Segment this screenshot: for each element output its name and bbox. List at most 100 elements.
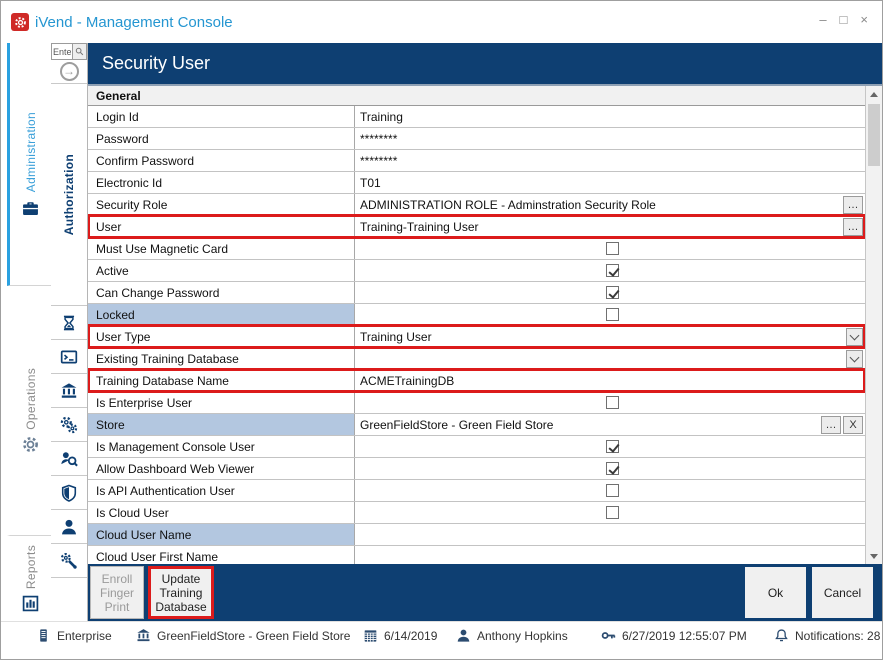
scrollbar-track[interactable] xyxy=(866,102,882,548)
terminal-icon xyxy=(60,348,78,366)
form-panel: Security User General Login Id Training Pa… xyxy=(88,43,882,621)
must-use-magnetic-card-field[interactable] xyxy=(355,238,865,259)
field-value: T01 xyxy=(360,175,381,190)
form-row-is-enterprise-user: Is Enterprise User xyxy=(88,392,865,414)
login-id-field[interactable]: Training xyxy=(355,106,865,127)
store-icon xyxy=(136,628,151,643)
key-icon xyxy=(601,628,616,643)
scrollbar-thumb[interactable] xyxy=(868,104,880,166)
nav-item-audit[interactable] xyxy=(51,442,87,476)
ellipsis-button[interactable]: … xyxy=(843,195,863,214)
sidebar-item-operations[interactable]: Operations xyxy=(7,286,51,536)
form-row-is-api-authentication-user: Is API Authentication User xyxy=(88,480,865,502)
is-api-authentication-user-checkbox[interactable] xyxy=(606,484,619,497)
is-management-console-user-field[interactable] xyxy=(355,436,865,457)
field-label: Login Id xyxy=(88,106,355,127)
sidebar-item-administration[interactable]: Administration xyxy=(7,43,51,286)
nav-item-gears[interactable] xyxy=(51,408,87,442)
reports-tab-label: Reports xyxy=(23,544,38,590)
user-type-field[interactable]: Training User xyxy=(355,326,865,347)
active-checkbox[interactable] xyxy=(606,264,619,277)
form-row-password: Password ******** xyxy=(88,128,865,150)
field-label: Can Change Password xyxy=(88,282,355,303)
bank-icon xyxy=(60,382,78,400)
field-value: GreenFieldStore - Green Field Store xyxy=(360,417,554,432)
audit-icon xyxy=(60,450,78,468)
user-field[interactable]: Training-Training User… xyxy=(355,216,865,237)
is-cloud-user-field[interactable] xyxy=(355,502,865,523)
go-arrow-button[interactable]: → xyxy=(59,62,79,81)
is-management-console-user-checkbox[interactable] xyxy=(606,440,619,453)
store-field[interactable]: GreenFieldStore - Green Field Store … X xyxy=(355,414,865,435)
hourglass-icon xyxy=(60,314,78,332)
existing-training-database-field[interactable] xyxy=(355,348,865,369)
active-field[interactable] xyxy=(355,260,865,281)
form-row-user: User Training-Training User… xyxy=(88,214,865,239)
locked-checkbox[interactable] xyxy=(606,308,619,321)
form-row-locked: Locked xyxy=(88,304,865,326)
chevron-down-icon[interactable] xyxy=(846,349,863,368)
search-icon[interactable] xyxy=(72,44,86,59)
allow-dashboard-web-viewer-checkbox[interactable] xyxy=(606,462,619,475)
enroll-finger-print-button[interactable]: Enroll Finger Print xyxy=(90,566,144,619)
ok-button[interactable]: Ok xyxy=(744,566,807,619)
field-label: Existing Training Database xyxy=(88,348,355,369)
minimize-button[interactable]: – xyxy=(819,12,827,27)
search-input[interactable] xyxy=(52,44,73,59)
training-database-name-field[interactable]: ACMETrainingDB xyxy=(355,370,865,391)
field-label: Allow Dashboard Web Viewer xyxy=(88,458,355,479)
nav-item-shield[interactable] xyxy=(51,476,87,510)
form-row-is-management-console-user: Is Management Console User xyxy=(88,436,865,458)
field-label: User Type xyxy=(88,326,355,347)
password-field[interactable]: ******** xyxy=(355,128,865,149)
status-bell[interactable]: Notifications: 28 xyxy=(774,628,880,643)
allow-dashboard-web-viewer-field[interactable] xyxy=(355,458,865,479)
nav-item-service[interactable] xyxy=(51,544,87,578)
person-icon xyxy=(456,628,471,643)
nav-search xyxy=(51,43,87,60)
form-row-allow-dashboard-web-viewer: Allow Dashboard Web Viewer xyxy=(88,458,865,480)
update-training-database-button[interactable]: Update Training Database xyxy=(148,566,214,619)
confirm-password-field[interactable]: ******** xyxy=(355,150,865,171)
tab-authorization[interactable]: Authorization xyxy=(51,84,87,306)
form-row-cloud-user-first-name: Cloud User First Name xyxy=(88,546,865,564)
form-row-existing-training-database: Existing Training Database xyxy=(88,348,865,370)
status-calendar: 6/14/2019 xyxy=(363,628,437,643)
briefcase-icon xyxy=(22,199,39,216)
nav-item-bank[interactable] xyxy=(51,374,87,408)
field-label: Electronic Id xyxy=(88,172,355,193)
security-role-field[interactable]: ADMINISTRATION ROLE - Adminstration Secu… xyxy=(355,194,865,215)
can-change-password-checkbox[interactable] xyxy=(606,286,619,299)
scroll-down-icon[interactable] xyxy=(866,548,883,564)
ellipsis-button[interactable]: … xyxy=(843,217,863,236)
chevron-down-icon[interactable] xyxy=(846,327,863,346)
electronic-id-field[interactable]: T01 xyxy=(355,172,865,193)
is-cloud-user-checkbox[interactable] xyxy=(606,506,619,519)
field-label: Must Use Magnetic Card xyxy=(88,238,355,259)
status-label: Anthony Hopkins xyxy=(477,628,568,643)
vertical-scrollbar[interactable] xyxy=(865,86,882,564)
cloud-user-first-name-field[interactable] xyxy=(355,546,865,564)
nav-item-hourglass[interactable] xyxy=(51,306,87,340)
nav-item-user[interactable] xyxy=(51,510,87,544)
locked-field[interactable] xyxy=(355,304,865,325)
clear-button[interactable]: X xyxy=(843,415,863,434)
field-value: Training User xyxy=(360,329,432,344)
is-enterprise-user-checkbox[interactable] xyxy=(606,396,619,409)
sidebar-item-reports[interactable]: Reports xyxy=(7,536,51,621)
is-enterprise-user-field[interactable] xyxy=(355,392,865,413)
must-use-magnetic-card-checkbox[interactable] xyxy=(606,242,619,255)
field-label: Locked xyxy=(88,304,355,325)
maximize-button[interactable]: □ xyxy=(839,12,848,27)
scroll-up-icon[interactable] xyxy=(866,86,883,102)
cancel-button[interactable]: Cancel xyxy=(811,566,874,619)
authorization-tab-label: Authorization xyxy=(62,153,76,236)
main-area: Administration Operations Reports xyxy=(1,43,882,621)
cloud-user-name-field[interactable] xyxy=(355,524,865,545)
nav-item-terminal[interactable] xyxy=(51,340,87,374)
ellipsis-button[interactable]: … xyxy=(821,415,841,434)
close-button[interactable]: × xyxy=(860,12,868,27)
is-api-authentication-user-field[interactable] xyxy=(355,480,865,501)
can-change-password-field[interactable] xyxy=(355,282,865,303)
app-logo-icon xyxy=(11,13,29,31)
